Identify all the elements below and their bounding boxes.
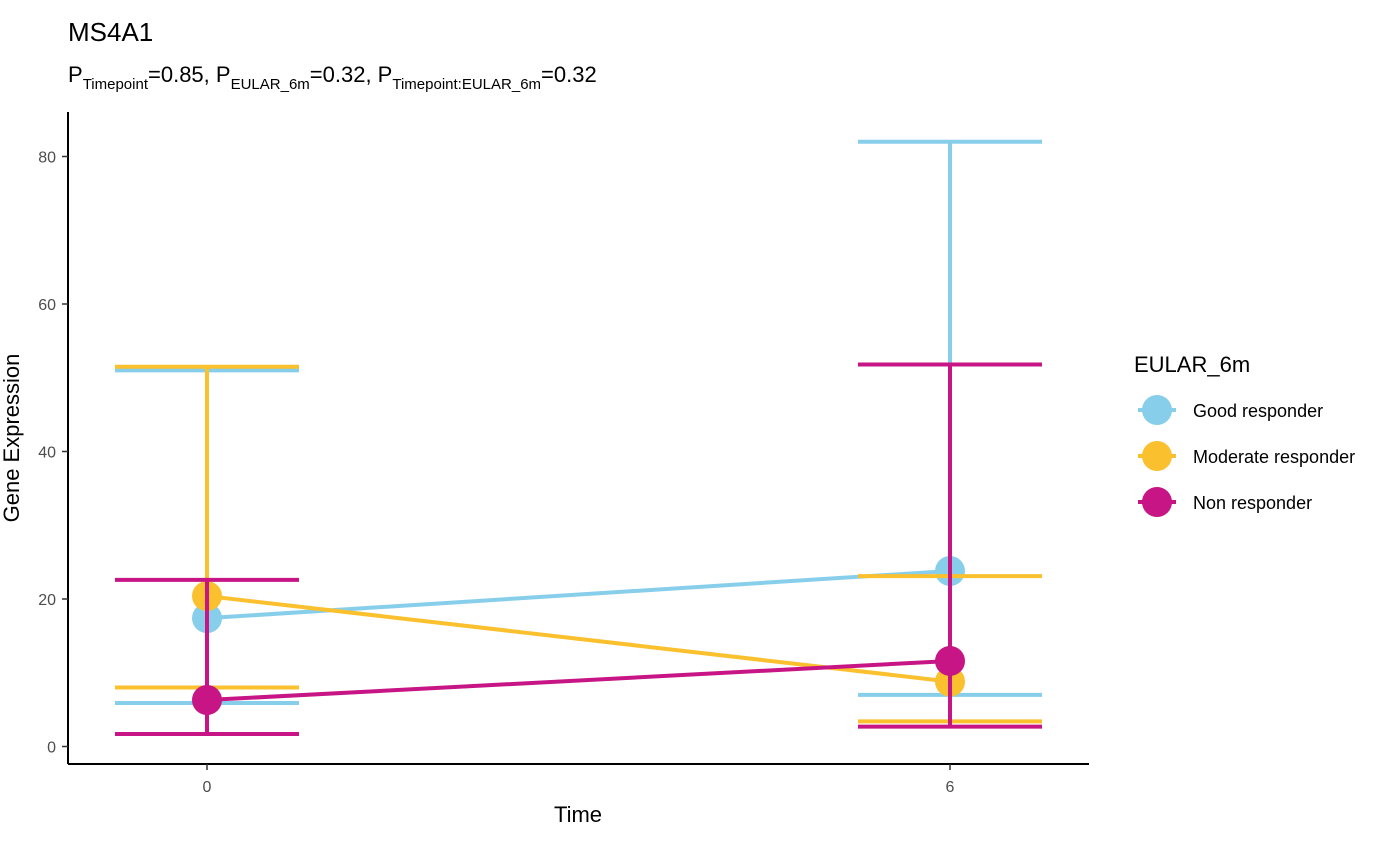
subtitle-p-0: P	[68, 62, 83, 87]
mean-point	[935, 645, 965, 676]
y-tick-label: 60	[38, 297, 56, 314]
subtitle-value-1: =0.32,	[310, 62, 378, 87]
y-tick-label: 20	[38, 592, 56, 609]
x-axis-title: Time	[554, 802, 602, 827]
subtitle-p-1: P	[216, 62, 231, 87]
y-axis-title: Gene Expression	[0, 354, 24, 523]
series-2	[115, 362, 1042, 736]
x-tick-label: 6	[946, 779, 955, 796]
legend-title: EULAR_6m	[1134, 352, 1250, 377]
y-tick-label: 40	[38, 445, 56, 462]
plot-area	[115, 139, 1042, 736]
y-tick-label: 80	[38, 150, 56, 167]
legend-label: Good responder	[1193, 401, 1323, 421]
legend-item-1: Moderate responder	[1138, 441, 1355, 471]
series-1	[115, 364, 1042, 724]
chart-title: MS4A1	[68, 17, 153, 47]
legend: EULAR_6m Good responder Moderate responde…	[1134, 352, 1355, 517]
series-line	[206, 658, 951, 703]
series-line	[206, 568, 951, 621]
series-0	[115, 139, 1042, 705]
legend-key-point	[1142, 487, 1172, 517]
legend-key-point	[1142, 395, 1172, 425]
y-tick-label: 0	[47, 740, 56, 757]
subtitle-sub-2: Timepoint:EULAR_6m	[392, 76, 541, 93]
subtitle-value-0: =0.85,	[148, 62, 216, 87]
mean-point	[192, 685, 222, 716]
legend-item-2: Non responder	[1138, 487, 1312, 517]
subtitle-p-2: P	[378, 62, 393, 87]
legend-label: Moderate responder	[1193, 447, 1355, 467]
subtitle-sub-1: EULAR_6m	[231, 76, 310, 93]
x-tick-label: 0	[203, 779, 212, 796]
legend-key-point	[1142, 441, 1172, 471]
subtitle-sub-0: Timepoint	[83, 76, 149, 93]
y-axis-ticks: 0 20 40 60 80	[38, 150, 68, 757]
subtitle-value-2: =0.32	[541, 62, 597, 87]
chart-subtitle: PTimepoint=0.85, PEULAR_6m=0.32, PTimepo…	[68, 62, 597, 93]
legend-item-0: Good responder	[1138, 395, 1323, 425]
legend-label: Non responder	[1193, 493, 1312, 513]
